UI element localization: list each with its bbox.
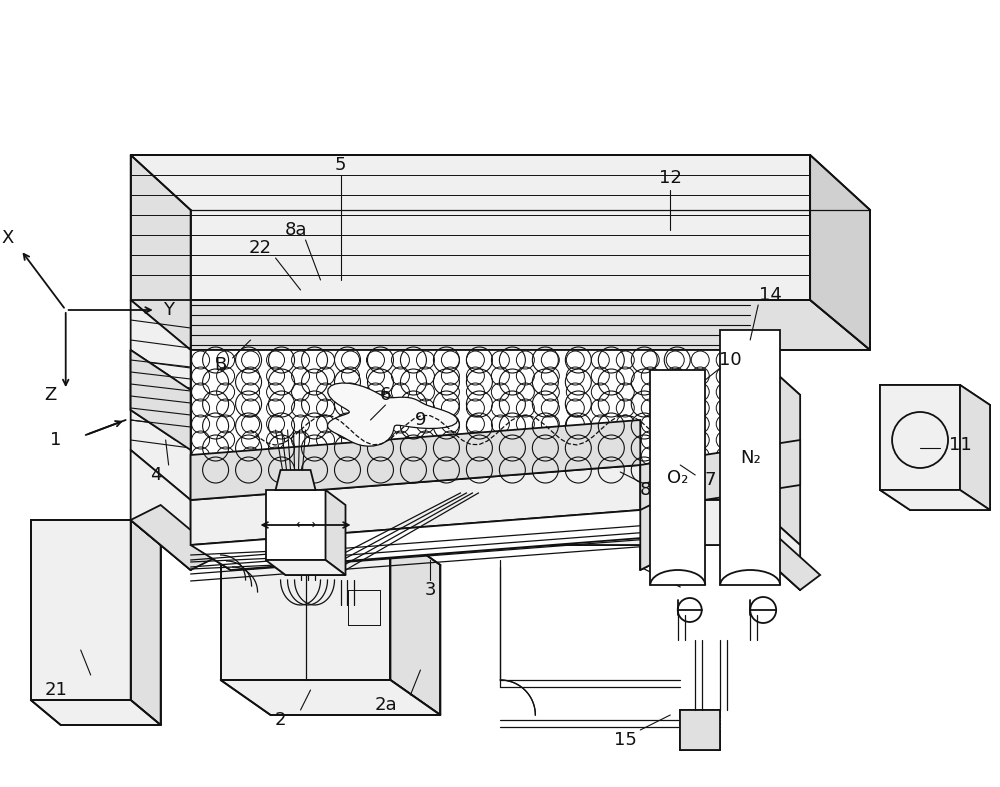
Polygon shape <box>131 520 161 725</box>
Polygon shape <box>131 350 191 450</box>
Polygon shape <box>221 680 440 715</box>
Polygon shape <box>131 155 191 350</box>
Text: N₂: N₂ <box>740 449 761 467</box>
Text: ←→: ←→ <box>295 519 316 531</box>
Text: 8a: 8a <box>284 221 307 239</box>
Polygon shape <box>191 420 640 500</box>
Polygon shape <box>191 500 800 545</box>
Polygon shape <box>400 470 445 500</box>
Polygon shape <box>191 465 640 545</box>
Polygon shape <box>191 350 750 500</box>
Text: 2: 2 <box>275 711 286 729</box>
Polygon shape <box>131 505 221 570</box>
Polygon shape <box>327 383 458 446</box>
Text: 7: 7 <box>704 471 716 489</box>
Polygon shape <box>640 440 800 510</box>
Polygon shape <box>650 370 705 585</box>
Text: 15: 15 <box>614 731 637 749</box>
Text: 6: 6 <box>380 386 391 404</box>
Text: B: B <box>214 356 227 374</box>
Text: 12: 12 <box>659 169 682 187</box>
Text: 5: 5 <box>335 156 346 174</box>
Text: X: X <box>2 229 14 247</box>
Polygon shape <box>390 530 440 715</box>
Text: O₂: O₂ <box>667 468 688 486</box>
Text: 8: 8 <box>640 481 651 499</box>
Text: Z: Z <box>45 386 57 404</box>
Text: 3: 3 <box>425 581 436 599</box>
Polygon shape <box>31 520 131 700</box>
Polygon shape <box>640 480 700 570</box>
Text: 4: 4 <box>150 466 161 484</box>
Text: 10: 10 <box>719 351 742 369</box>
Polygon shape <box>331 460 400 530</box>
Polygon shape <box>266 490 326 560</box>
Polygon shape <box>31 700 161 725</box>
Polygon shape <box>680 710 720 750</box>
Polygon shape <box>131 450 191 570</box>
Polygon shape <box>131 155 810 300</box>
Polygon shape <box>400 460 430 550</box>
Polygon shape <box>750 350 800 545</box>
Polygon shape <box>750 530 820 590</box>
Text: 9: 9 <box>415 411 426 429</box>
Text: 21: 21 <box>44 681 67 699</box>
Polygon shape <box>960 385 990 510</box>
Polygon shape <box>331 530 430 550</box>
Polygon shape <box>720 330 780 585</box>
Polygon shape <box>810 155 870 350</box>
Text: 2a: 2a <box>374 696 397 714</box>
Text: 22: 22 <box>249 239 272 257</box>
Polygon shape <box>326 490 345 575</box>
Polygon shape <box>131 300 870 350</box>
Polygon shape <box>191 510 680 570</box>
Text: 14: 14 <box>759 286 782 304</box>
Polygon shape <box>276 470 316 490</box>
Polygon shape <box>131 350 176 440</box>
Polygon shape <box>415 475 445 498</box>
Text: 11: 11 <box>949 436 971 454</box>
Text: 1: 1 <box>50 431 61 449</box>
Polygon shape <box>880 385 960 490</box>
Polygon shape <box>131 300 191 500</box>
Polygon shape <box>266 560 345 575</box>
Polygon shape <box>880 490 990 510</box>
Text: Y: Y <box>163 301 174 319</box>
Polygon shape <box>221 530 390 680</box>
Polygon shape <box>750 500 800 590</box>
